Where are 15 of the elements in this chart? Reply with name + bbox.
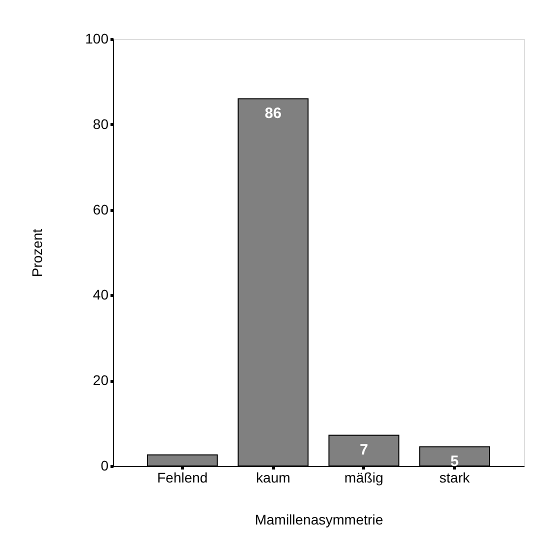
y-tick-label: 80 [92, 116, 109, 132]
data-label: 7 [360, 441, 368, 458]
y-axis-title: Prozent [29, 228, 46, 278]
y-tick-label: 100 [85, 30, 109, 46]
y-tick-label: 20 [92, 372, 109, 388]
y-tick-label: 60 [92, 201, 109, 218]
x-axis-title: Mamillenasymmetrie [254, 512, 384, 528]
y-tick-label: 40 [92, 286, 109, 303]
x-tick-label: mäßig [344, 470, 384, 486]
data-label: 86 [264, 104, 282, 122]
x-tick-label: Fehlend [157, 470, 208, 486]
x-tick-label: stark [439, 470, 471, 486]
y-tick-label: 0 [100, 458, 109, 474]
data-label: 5 [450, 452, 459, 470]
x-tick-label: kaum [256, 470, 290, 486]
